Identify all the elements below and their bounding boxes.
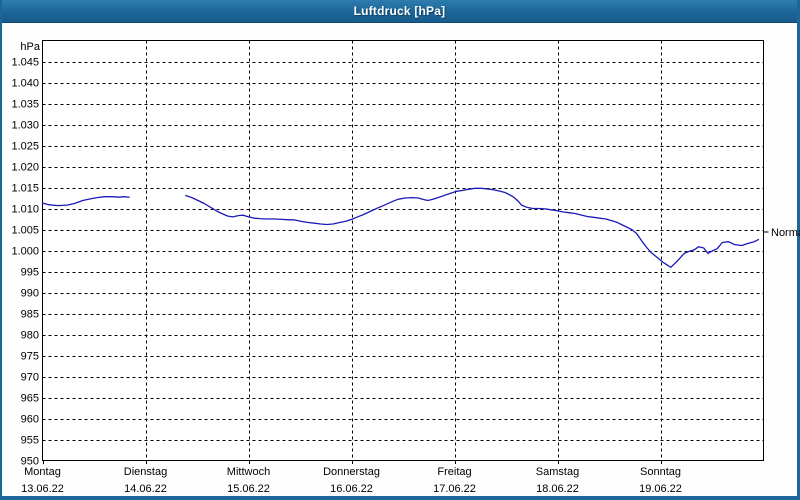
y-tick-label: 1.040 — [11, 78, 39, 90]
plot-border — [42, 40, 764, 461]
title-bar: Luftdruck [hPa] — [2, 0, 797, 23]
y-tick-label: 1.005 — [11, 225, 39, 237]
x-date-label: 16.06.22 — [330, 483, 373, 495]
y-tick-label: 975 — [21, 351, 39, 363]
x-date-label: 13.06.22 — [21, 483, 64, 495]
x-day-label: Freitag — [437, 466, 471, 478]
x-date-label: 15.06.22 — [227, 483, 270, 495]
window-title: Luftdruck [hPa] — [353, 4, 446, 18]
y-tick-label: 980 — [21, 330, 39, 342]
y-tick-label: 955 — [21, 435, 39, 447]
pressure-series-line — [185, 187, 760, 268]
x-date-label: 19.06.22 — [639, 483, 682, 495]
y-tick-label: 1.010 — [11, 204, 39, 216]
x-day-label: Sonntag — [640, 466, 681, 478]
y-axis-unit-label: hPa — [20, 41, 40, 53]
y-tick-label: 1.045 — [11, 57, 39, 69]
x-day-label: Samstag — [536, 466, 579, 478]
x-day-label: Montag — [24, 466, 61, 478]
x-date-label: 14.06.22 — [124, 483, 167, 495]
y-tick-label: 960 — [21, 414, 39, 426]
y-tick-label: 1.020 — [11, 162, 39, 174]
x-day-label: Donnerstag — [323, 466, 380, 478]
x-date-label: 17.06.22 — [433, 483, 476, 495]
y-tick-label: 985 — [21, 309, 39, 321]
y-tick-label: 965 — [21, 393, 39, 405]
y-tick-label: 990 — [21, 288, 39, 300]
plot-background — [42, 40, 764, 461]
x-day-label: Mittwoch — [227, 466, 270, 478]
x-date-label: 18.06.22 — [536, 483, 579, 495]
y-tick-label: 970 — [21, 372, 39, 384]
y-tick-label: 1.000 — [11, 246, 39, 258]
normal-label: Normal — [771, 227, 800, 239]
y-tick-label: 950 — [21, 456, 39, 468]
x-day-label: Dienstag — [124, 466, 167, 478]
y-tick-label: 1.025 — [11, 141, 39, 153]
y-tick-label: 1.035 — [11, 99, 39, 111]
y-tick-label: 995 — [21, 267, 39, 279]
pressure-series-line — [41, 196, 130, 207]
y-tick-label: 1.030 — [11, 120, 39, 132]
y-tick-label: 1.015 — [11, 183, 39, 195]
